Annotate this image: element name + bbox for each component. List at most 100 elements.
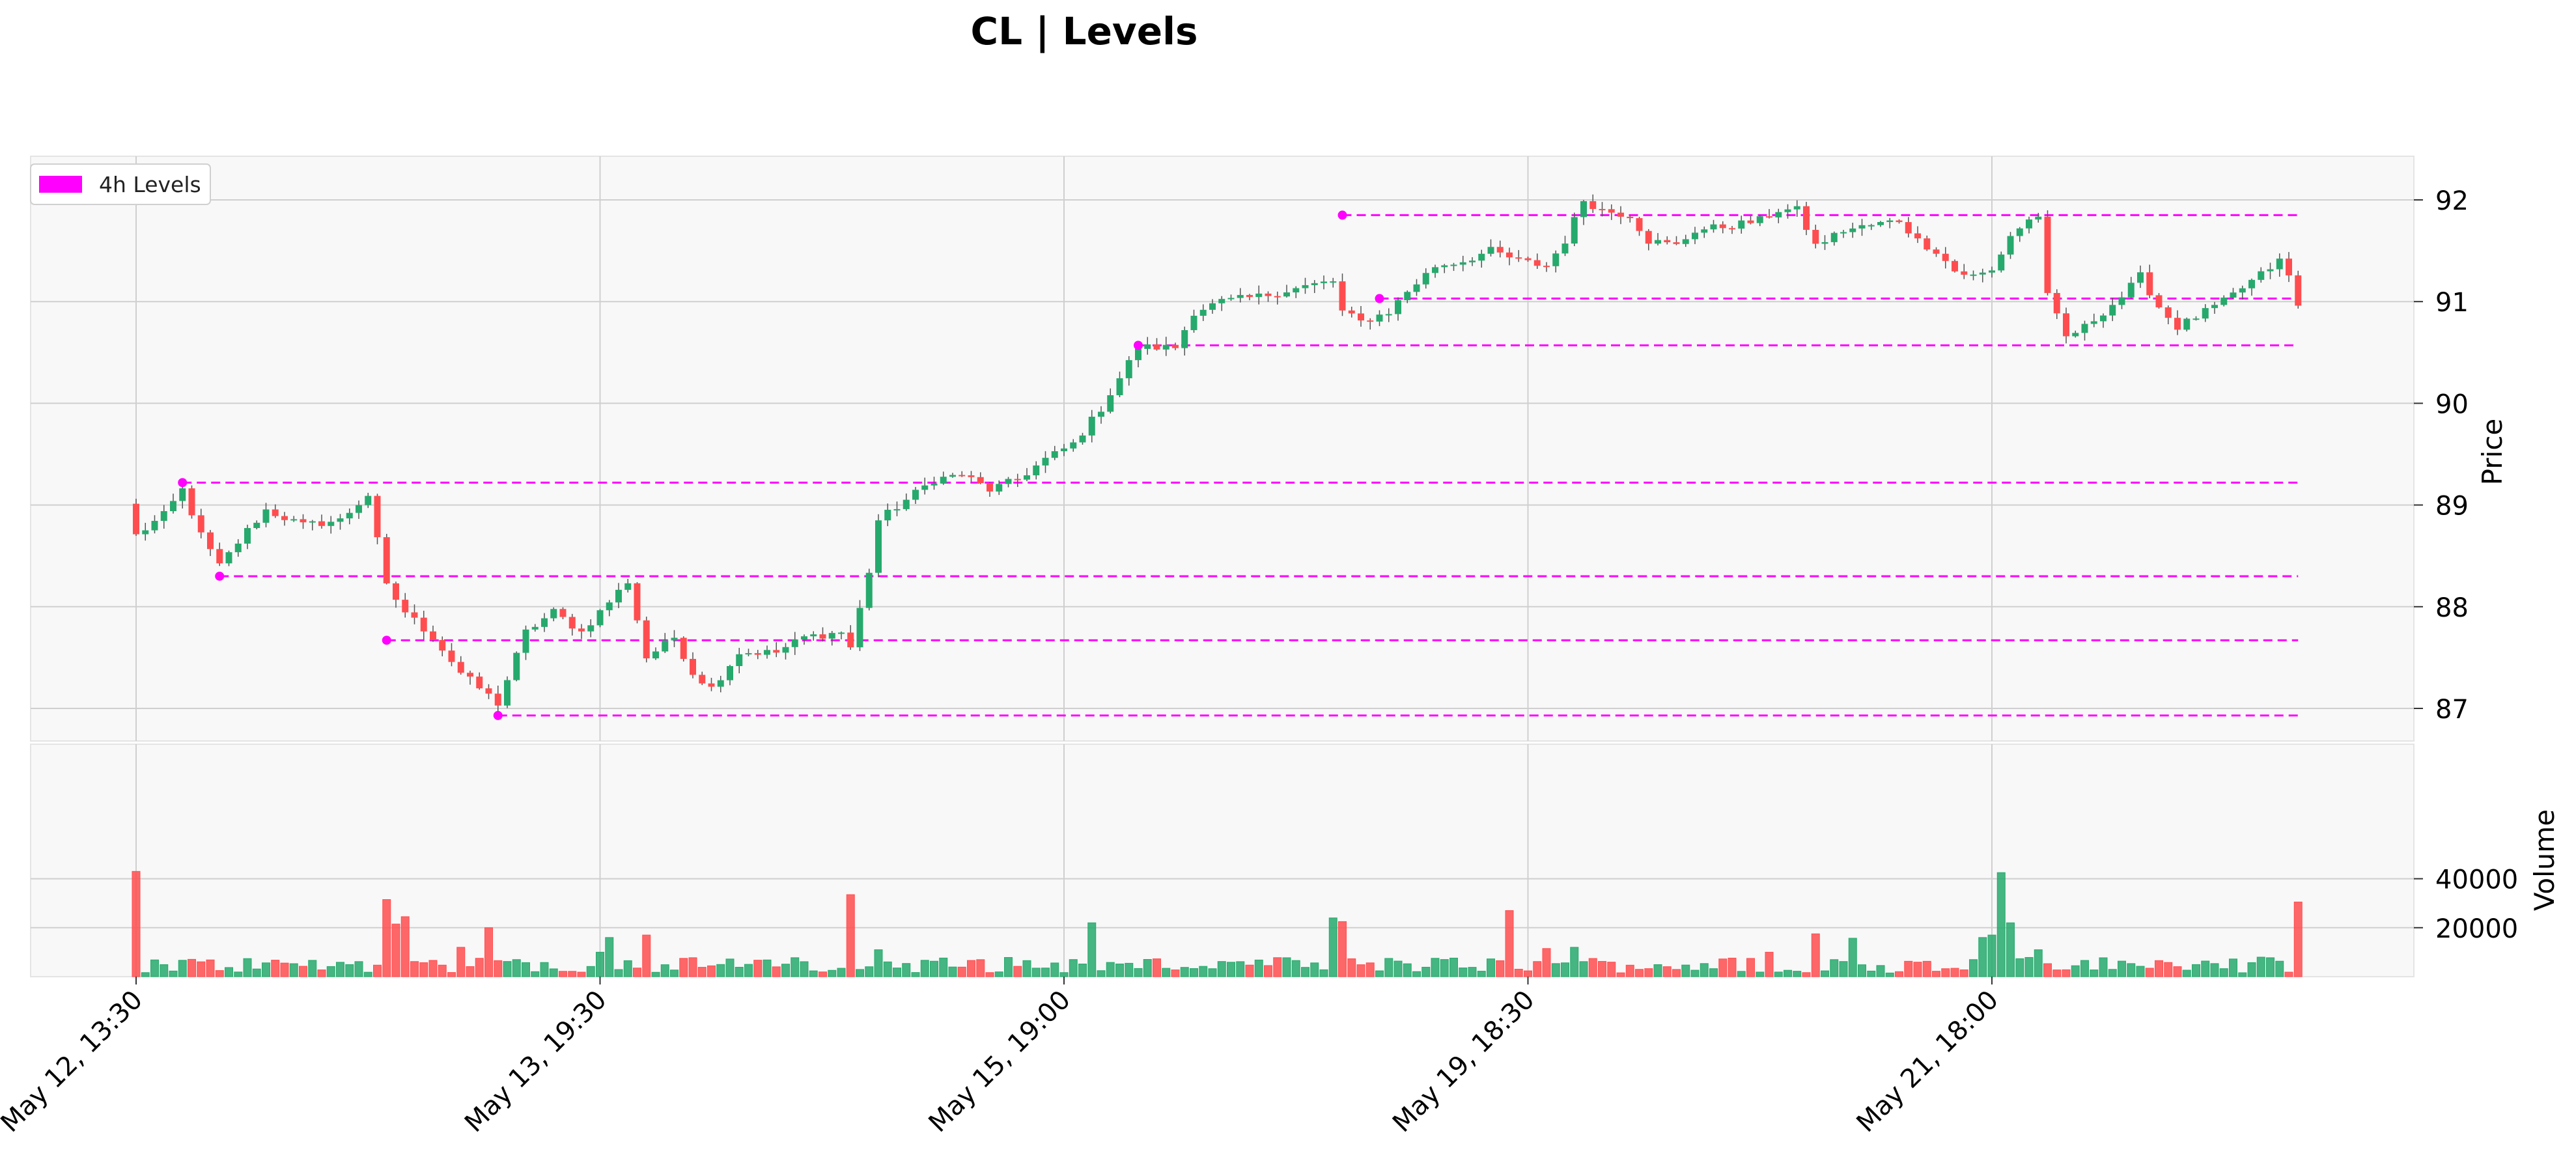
price-tick-label: 89 (2435, 492, 2469, 522)
volume-bar (299, 966, 307, 977)
candle-body (1190, 315, 1197, 331)
candle-body (1840, 232, 1847, 234)
candle-body (2211, 305, 2218, 309)
volume-bar (865, 966, 874, 977)
volume-bar (271, 960, 280, 977)
candle-body (1766, 216, 1772, 218)
volume-bar (633, 968, 641, 977)
volume-bar (1449, 957, 1458, 977)
volume-bar (1867, 970, 1876, 977)
candle-body (290, 519, 298, 521)
volume-bar (1681, 964, 1690, 977)
legend-swatch (39, 176, 82, 193)
candle-body (893, 509, 901, 510)
candle-body (244, 527, 251, 544)
volume-bar (252, 968, 261, 977)
candle-body (1858, 225, 1866, 229)
volume-bar (1514, 969, 1523, 977)
volume-bar (1959, 969, 1968, 977)
candle-body (253, 522, 260, 528)
volume-bar (150, 959, 159, 977)
candle-body (949, 475, 956, 477)
candle-body (1135, 348, 1141, 361)
candle-body (624, 583, 632, 590)
volume-bar (688, 957, 697, 977)
candle-body (234, 543, 242, 553)
candle-body (328, 522, 335, 526)
candle-body (662, 640, 669, 652)
candle-body (402, 600, 409, 613)
candle-body (680, 637, 687, 659)
x-tick-label: May 12, 13:30 (0, 985, 148, 1138)
volume-bar (1978, 937, 1987, 977)
candle-body (1061, 448, 1067, 451)
volume-bar (326, 966, 335, 977)
candle-body (160, 511, 167, 521)
candle-body (550, 609, 557, 619)
candle-body (179, 488, 186, 501)
candle-body (717, 680, 724, 687)
candle-body (337, 518, 344, 522)
candle-body (1376, 314, 1383, 322)
candle-body (959, 475, 966, 477)
candle-body (1005, 479, 1012, 484)
candle-body (1144, 344, 1151, 349)
candle-body (2016, 228, 2023, 236)
candle-body (2053, 292, 2060, 314)
candle-body (2118, 297, 2125, 305)
volume-bar (1310, 962, 1319, 977)
volume-bar (2127, 963, 2136, 977)
candle-body (1933, 249, 1940, 254)
volume-bar (2024, 956, 2034, 977)
candle-body (1775, 212, 1782, 217)
candle-body (476, 677, 483, 689)
candle-body (374, 495, 381, 538)
candle-body (1803, 206, 1810, 230)
candle-body (262, 509, 270, 523)
candle-body (1487, 247, 1494, 254)
candle-body (1209, 303, 1216, 310)
candle-body (1330, 281, 1337, 283)
candle-body (2239, 288, 2246, 293)
volume-bar (289, 963, 298, 977)
candle-body (1989, 270, 1995, 273)
volume-bar (1913, 962, 1922, 977)
candle-body (133, 503, 139, 535)
volume-bar (2155, 960, 2163, 977)
candle-body (847, 632, 854, 648)
volume-bar (1709, 968, 1718, 977)
candle-body (207, 532, 214, 550)
volume-bar (308, 960, 317, 977)
volume-bar (1885, 972, 1894, 977)
volume-bar (735, 967, 744, 977)
volume-bar (1403, 963, 1412, 977)
volume-bar (1004, 956, 1013, 977)
candle-body (1692, 232, 1698, 240)
volume-bar (577, 971, 586, 977)
candle-body (1293, 288, 1300, 293)
price-axis-label: Price (2476, 419, 2508, 485)
candle-body (1070, 442, 1077, 449)
volume-bar (559, 971, 567, 977)
volume-bar (1338, 921, 1347, 977)
volume-bar (484, 927, 493, 977)
volume-bar (466, 966, 475, 977)
price-tick-label: 90 (2435, 389, 2469, 419)
volume-bar (234, 971, 243, 977)
legend: 4h Levels (30, 163, 211, 205)
candle-body (504, 680, 511, 706)
candle-body (1998, 254, 2005, 271)
volume-bar (697, 967, 707, 977)
volume-bar (791, 957, 800, 977)
candle-body (2072, 333, 2079, 337)
candle-body (1339, 281, 1346, 311)
candle-body (393, 583, 399, 600)
volume-bar (1542, 948, 1551, 977)
candle-body (1478, 253, 1485, 261)
volume-bar (2293, 901, 2303, 977)
volume-bar (1347, 958, 1356, 977)
volume-bar (1041, 968, 1050, 977)
volume-bar (1356, 964, 1365, 977)
volume-bar (2090, 970, 2099, 977)
candle-body (819, 634, 826, 639)
